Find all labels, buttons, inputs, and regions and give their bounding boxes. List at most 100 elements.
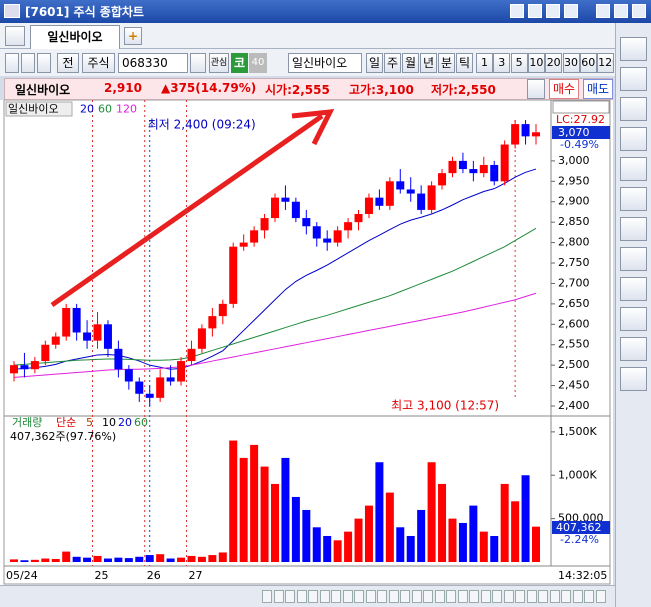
icon-button[interactable] bbox=[5, 53, 19, 73]
candle-body bbox=[41, 344, 50, 362]
code-input[interactable]: 068330 bbox=[118, 53, 188, 73]
settings-button[interactable] bbox=[527, 79, 545, 99]
nav-button[interactable] bbox=[285, 590, 295, 603]
candle-body bbox=[511, 124, 520, 145]
nav-button[interactable] bbox=[480, 590, 491, 603]
candle-body bbox=[93, 324, 102, 341]
nav-button[interactable] bbox=[469, 590, 479, 603]
minimize[interactable] bbox=[596, 4, 610, 18]
volume-bar bbox=[364, 505, 373, 562]
maximize[interactable] bbox=[614, 4, 628, 18]
nav-button[interactable] bbox=[308, 590, 318, 603]
candle-body bbox=[114, 348, 123, 370]
interval-button[interactable]: 3 bbox=[493, 53, 511, 73]
period-button[interactable]: 월 bbox=[402, 53, 419, 73]
control[interactable] bbox=[528, 4, 542, 18]
nav-button[interactable] bbox=[561, 590, 571, 603]
nav-button[interactable] bbox=[296, 590, 307, 603]
nav-button[interactable] bbox=[273, 590, 284, 603]
tool-button[interactable] bbox=[620, 127, 647, 151]
control[interactable] bbox=[510, 4, 524, 18]
nav-button[interactable] bbox=[319, 590, 330, 603]
tool-button[interactable] bbox=[620, 187, 647, 211]
candle-body bbox=[103, 324, 112, 349]
sell-button[interactable]: 매도 bbox=[583, 79, 613, 99]
x-tick-label: 25 bbox=[95, 569, 109, 582]
candle-body bbox=[490, 164, 499, 182]
nav-button[interactable] bbox=[342, 590, 353, 603]
icon-button[interactable] bbox=[37, 53, 51, 73]
nav-button[interactable] bbox=[538, 590, 548, 603]
candle-body bbox=[479, 164, 488, 174]
nav-button[interactable] bbox=[584, 590, 594, 603]
tool-button[interactable] bbox=[620, 277, 647, 301]
nav-button[interactable] bbox=[434, 590, 445, 603]
nav-button[interactable] bbox=[331, 590, 341, 603]
nav-button[interactable] bbox=[492, 590, 502, 603]
tool-button[interactable] bbox=[620, 247, 647, 271]
candle-body bbox=[385, 181, 394, 206]
kind-button[interactable]: 주식 bbox=[82, 53, 115, 73]
volume-bar bbox=[448, 518, 457, 562]
interval-button[interactable]: 120 bbox=[597, 53, 615, 73]
period-button[interactable]: 일 bbox=[366, 53, 383, 73]
nav-button[interactable] bbox=[388, 590, 399, 603]
interval-button[interactable]: 1 bbox=[476, 53, 493, 73]
nav-button[interactable] bbox=[526, 590, 537, 603]
period-button[interactable]: 주 bbox=[384, 53, 401, 73]
market-button[interactable]: 전 bbox=[57, 53, 79, 73]
y-tick-label: 2,850 bbox=[558, 215, 590, 228]
tool-button[interactable] bbox=[620, 97, 647, 121]
candle-body bbox=[396, 181, 405, 190]
nav-button[interactable] bbox=[354, 590, 364, 603]
nav-button[interactable] bbox=[515, 590, 525, 603]
tab[interactable]: 일신바이오 bbox=[30, 25, 120, 49]
nav-button[interactable] bbox=[595, 590, 606, 603]
nav-button[interactable] bbox=[549, 590, 560, 603]
nav-button[interactable] bbox=[262, 590, 272, 603]
interval-button[interactable]: 60 bbox=[579, 53, 597, 73]
interval-button[interactable]: 5 bbox=[510, 53, 528, 73]
nav-button[interactable] bbox=[411, 590, 422, 603]
nav-button[interactable] bbox=[503, 590, 514, 603]
period-button[interactable]: 년 bbox=[420, 53, 437, 73]
icon-button[interactable] bbox=[21, 53, 35, 73]
add-tab[interactable]: + bbox=[124, 27, 142, 45]
name-dropdown[interactable]: 일신바이오 bbox=[288, 53, 362, 73]
control[interactable] bbox=[546, 4, 560, 18]
candle-body bbox=[208, 316, 217, 329]
nav-button[interactable] bbox=[377, 590, 387, 603]
buy-button[interactable]: 매수 bbox=[549, 79, 579, 99]
menu-button[interactable] bbox=[5, 26, 25, 46]
bottom-toolbar bbox=[0, 585, 615, 607]
interval-button[interactable]: 10 bbox=[527, 53, 545, 73]
interval-button[interactable]: 20 bbox=[545, 53, 563, 73]
watch-button[interactable]: 관심 bbox=[209, 53, 229, 73]
panel-icons[interactable] bbox=[552, 100, 610, 114]
tool-button[interactable] bbox=[620, 307, 647, 331]
candle-body bbox=[10, 365, 18, 374]
tool-button[interactable] bbox=[620, 37, 647, 61]
nav-button[interactable] bbox=[457, 590, 468, 603]
tool-button[interactable] bbox=[620, 157, 647, 181]
volume-bar bbox=[396, 527, 405, 562]
tool-button[interactable] bbox=[620, 67, 647, 91]
nav-button[interactable] bbox=[400, 590, 410, 603]
window-controls[interactable] bbox=[510, 4, 646, 19]
tool-button[interactable] bbox=[620, 337, 647, 361]
tool-button[interactable] bbox=[620, 367, 647, 391]
nav-button[interactable] bbox=[365, 590, 376, 603]
close[interactable] bbox=[632, 4, 646, 18]
period-button[interactable]: 분 bbox=[438, 53, 455, 73]
legend-entry: 60 bbox=[134, 416, 148, 429]
tool-button[interactable] bbox=[620, 217, 647, 241]
candle-body bbox=[156, 377, 165, 398]
period-button[interactable]: 틱 bbox=[456, 53, 473, 73]
nav-button[interactable] bbox=[446, 590, 456, 603]
nav-button[interactable] bbox=[572, 590, 583, 603]
interval-button[interactable]: 30 bbox=[562, 53, 580, 73]
control[interactable] bbox=[564, 4, 578, 18]
search-button[interactable] bbox=[190, 53, 206, 73]
y-tick-label: 2,800 bbox=[558, 236, 590, 249]
nav-button[interactable] bbox=[423, 590, 433, 603]
